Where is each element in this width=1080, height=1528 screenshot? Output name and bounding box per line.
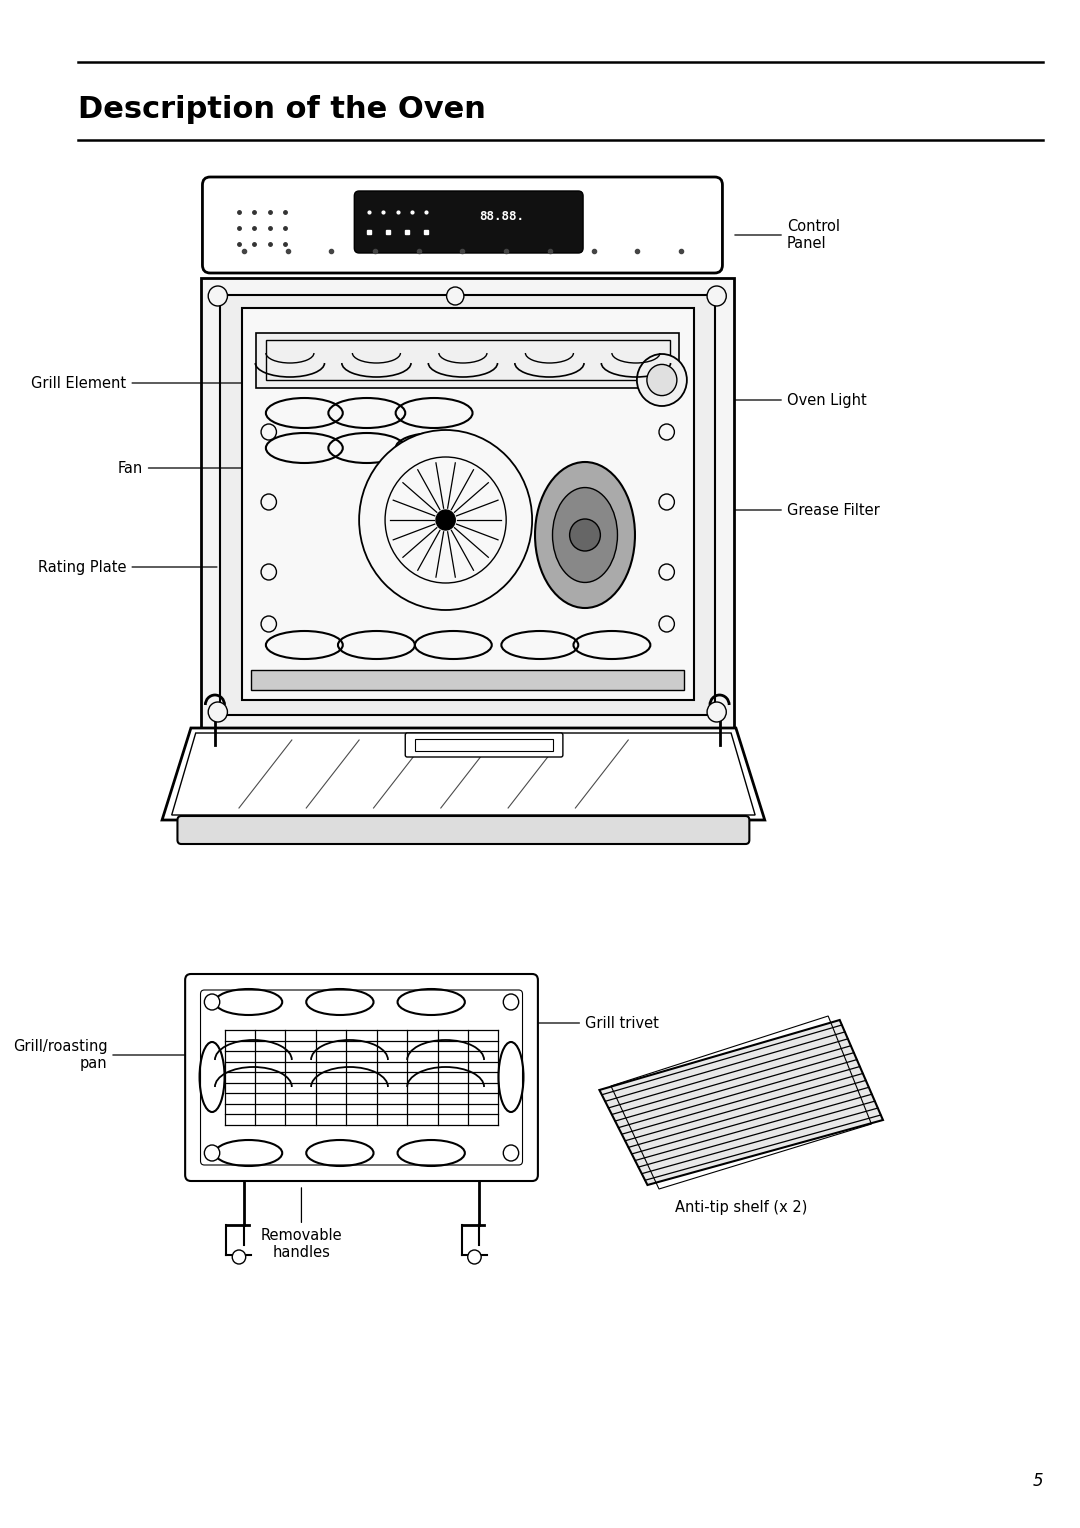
Circle shape	[659, 564, 674, 581]
Ellipse shape	[553, 487, 618, 582]
Bar	[256, 333, 679, 388]
Circle shape	[659, 616, 674, 633]
Polygon shape	[162, 727, 765, 821]
Circle shape	[261, 564, 276, 581]
Text: Grease Filter: Grease Filter	[734, 503, 879, 518]
Circle shape	[386, 457, 507, 584]
FancyBboxPatch shape	[405, 733, 563, 756]
Text: Rating Plate: Rating Plate	[38, 559, 217, 575]
Text: Grill Element: Grill Element	[31, 376, 241, 391]
Ellipse shape	[535, 461, 635, 608]
Circle shape	[647, 364, 677, 396]
Circle shape	[468, 1250, 482, 1264]
Circle shape	[360, 429, 532, 610]
Circle shape	[261, 423, 276, 440]
Bar	[252, 669, 684, 691]
Circle shape	[503, 995, 518, 1010]
Circle shape	[659, 494, 674, 510]
Circle shape	[659, 423, 674, 440]
Circle shape	[208, 286, 228, 306]
FancyBboxPatch shape	[177, 816, 750, 843]
Bar	[415, 740, 553, 750]
Text: 88.88.: 88.88.	[480, 211, 524, 223]
Text: Grill trivet: Grill trivet	[497, 1016, 659, 1030]
Text: Anti-tip shelf (x 2): Anti-tip shelf (x 2)	[675, 1199, 807, 1215]
Circle shape	[261, 616, 276, 633]
FancyBboxPatch shape	[201, 990, 523, 1164]
FancyBboxPatch shape	[354, 191, 583, 254]
Circle shape	[204, 995, 219, 1010]
Circle shape	[232, 1250, 245, 1264]
Circle shape	[436, 510, 456, 530]
Circle shape	[569, 520, 600, 552]
Circle shape	[707, 701, 726, 723]
Circle shape	[637, 354, 687, 406]
Circle shape	[204, 1144, 219, 1161]
Circle shape	[707, 286, 726, 306]
FancyBboxPatch shape	[202, 177, 723, 274]
FancyBboxPatch shape	[185, 973, 538, 1181]
Circle shape	[208, 701, 228, 723]
Text: Removable
handles: Removable handles	[260, 1187, 342, 1261]
Text: Control
Panel: Control Panel	[734, 219, 840, 251]
Circle shape	[261, 494, 276, 510]
Text: Description of the Oven: Description of the Oven	[79, 95, 486, 124]
Circle shape	[447, 287, 464, 306]
Bar	[242, 309, 693, 700]
Bar	[219, 295, 715, 715]
Bar	[266, 341, 670, 380]
Text: Fan: Fan	[118, 460, 241, 475]
Text: Grill/roasting
pan: Grill/roasting pan	[13, 1039, 211, 1071]
Circle shape	[503, 1144, 518, 1161]
Text: 5: 5	[1032, 1471, 1043, 1490]
Bar	[201, 278, 734, 730]
Text: Oven Light: Oven Light	[734, 393, 866, 408]
Polygon shape	[599, 1021, 883, 1186]
